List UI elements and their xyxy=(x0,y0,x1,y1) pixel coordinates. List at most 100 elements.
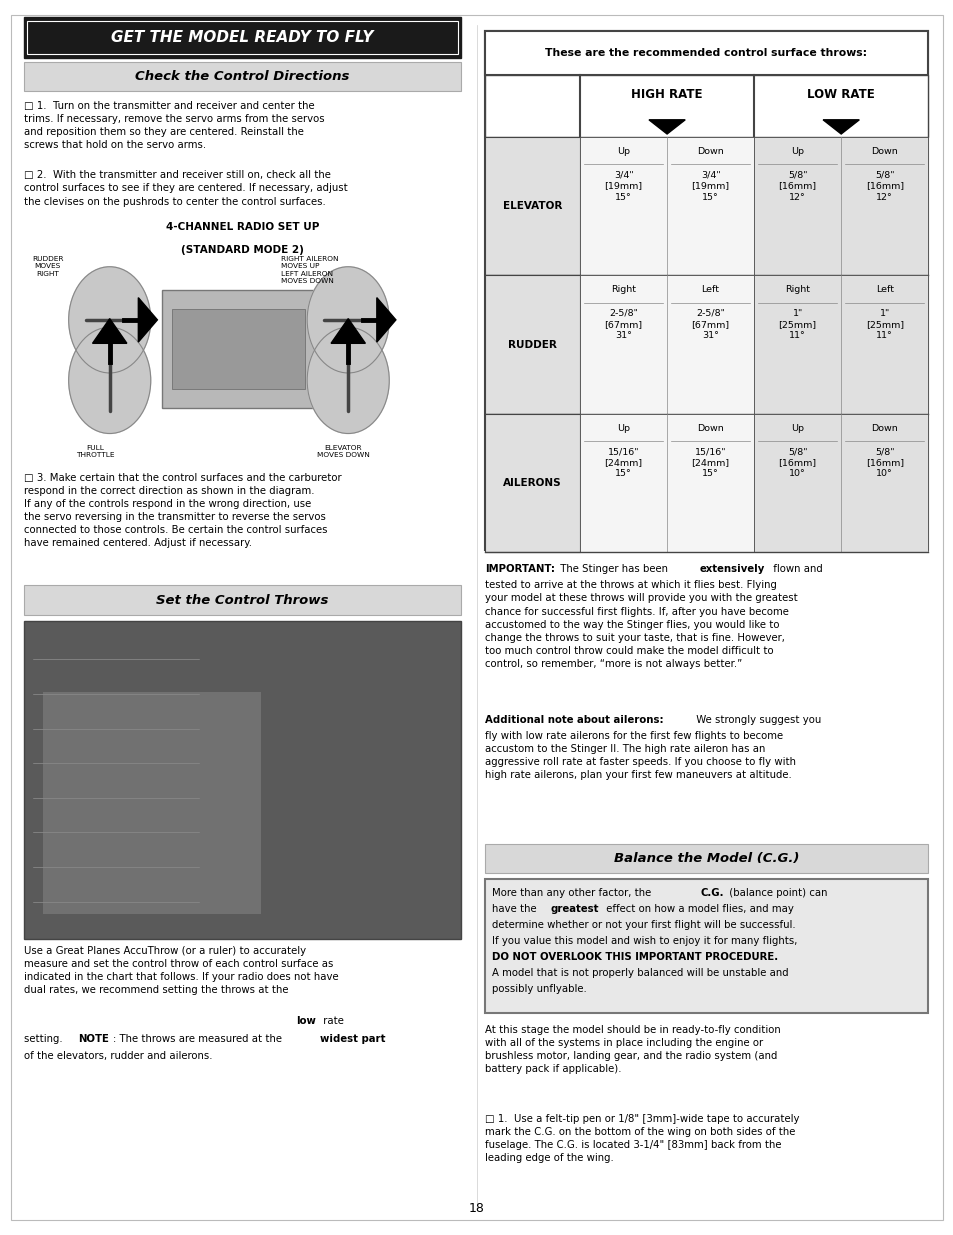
Text: Down: Down xyxy=(870,424,897,432)
Text: C.G.: C.G. xyxy=(700,888,723,898)
Text: □ 2.  With the transmitter and receiver still on, check all the
control surfaces: □ 2. With the transmitter and receiver s… xyxy=(24,170,347,206)
Circle shape xyxy=(307,327,389,433)
Text: AILERONS: AILERONS xyxy=(502,478,561,488)
Text: possibly unflyable.: possibly unflyable. xyxy=(492,984,586,994)
Text: ELEVATOR: ELEVATOR xyxy=(502,201,561,211)
Text: (STANDARD MODE 2): (STANDARD MODE 2) xyxy=(181,245,303,254)
Bar xyxy=(484,31,927,550)
Text: tested to arrive at the throws at which it flies best. Flying
your model at thes: tested to arrive at the throws at which … xyxy=(484,580,797,668)
Text: 18: 18 xyxy=(469,1202,484,1215)
Text: Right: Right xyxy=(784,285,809,294)
Text: 5/8"
[16mm]
12°: 5/8" [16mm] 12° xyxy=(864,170,902,201)
Text: widest part: widest part xyxy=(319,1034,385,1044)
Polygon shape xyxy=(331,319,365,343)
Text: □ 1.  Turn on the transmitter and receiver and center the
trims. If necessary, r: □ 1. Turn on the transmitter and receive… xyxy=(24,101,324,151)
Text: Up: Up xyxy=(617,424,629,432)
Bar xyxy=(484,137,579,275)
Text: Left: Left xyxy=(700,285,719,294)
Bar xyxy=(579,275,753,414)
Text: A model that is not properly balanced will be unstable and: A model that is not properly balanced wi… xyxy=(492,968,788,978)
Text: 5/8"
[16mm]
12°: 5/8" [16mm] 12° xyxy=(778,170,816,201)
Text: Use a Great Planes AccuThrow (or a ruler) to accurately
measure and set the cont: Use a Great Planes AccuThrow (or a ruler… xyxy=(24,946,338,995)
Text: At this stage the model should be in ready-to-fly condition
with all of the syst: At this stage the model should be in rea… xyxy=(484,1025,780,1074)
Text: We strongly suggest you: We strongly suggest you xyxy=(692,715,820,725)
Text: 1"
[25mm]
11°: 1" [25mm] 11° xyxy=(864,309,902,340)
Bar xyxy=(24,17,460,58)
Text: Right: Right xyxy=(611,285,636,294)
Text: More than any other factor, the: More than any other factor, the xyxy=(492,888,654,898)
Text: extensively: extensively xyxy=(699,564,764,574)
Text: RUDDER: RUDDER xyxy=(507,340,557,350)
Bar xyxy=(27,21,457,54)
Text: Balance the Model (C.G.): Balance the Model (C.G.) xyxy=(613,852,799,864)
Bar xyxy=(579,414,753,552)
Text: □ 3. Make certain that the control surfaces and the carburetor
respond in the co: □ 3. Make certain that the control surfa… xyxy=(24,473,341,548)
Circle shape xyxy=(69,267,151,373)
Bar xyxy=(484,31,927,75)
Text: Additional note about ailerons:: Additional note about ailerons: xyxy=(484,715,662,725)
Text: 5/8"
[16mm]
10°: 5/8" [16mm] 10° xyxy=(778,447,816,478)
Text: effect on how a model flies, and may: effect on how a model flies, and may xyxy=(602,904,793,914)
Text: fly with low rate ailerons for the first few flights to become
accustom to the S: fly with low rate ailerons for the first… xyxy=(484,731,795,781)
Polygon shape xyxy=(92,319,127,343)
Polygon shape xyxy=(822,120,859,135)
Text: greatest: greatest xyxy=(550,904,598,914)
Text: Down: Down xyxy=(697,424,723,432)
Polygon shape xyxy=(138,298,157,342)
Text: Check the Control Directions: Check the Control Directions xyxy=(135,70,349,83)
Bar xyxy=(24,62,460,91)
Bar xyxy=(753,137,927,275)
Text: NOTE: NOTE xyxy=(78,1034,109,1044)
Bar xyxy=(753,414,927,552)
Text: 15/16"
[24mm]
15°: 15/16" [24mm] 15° xyxy=(691,447,729,478)
Text: setting.: setting. xyxy=(24,1034,66,1044)
Text: DO NOT OVERLOOK THIS IMPORTANT PROCEDURE.: DO NOT OVERLOOK THIS IMPORTANT PROCEDURE… xyxy=(492,952,778,962)
Bar xyxy=(484,275,579,414)
Text: Up: Up xyxy=(617,147,629,156)
Text: determine whether or not your first flight will be successful.: determine whether or not your first flig… xyxy=(492,920,795,930)
Bar xyxy=(753,275,927,414)
Bar xyxy=(24,621,460,939)
Bar xyxy=(484,879,927,1013)
Bar xyxy=(484,844,927,873)
Text: have the: have the xyxy=(492,904,539,914)
Circle shape xyxy=(307,267,389,373)
Bar xyxy=(24,585,460,615)
Text: RUDDER
MOVES
RIGHT: RUDDER MOVES RIGHT xyxy=(31,256,64,277)
Text: □ 1.  Use a felt-tip pen or 1/8" [3mm]-wide tape to accurately
mark the C.G. on : □ 1. Use a felt-tip pen or 1/8" [3mm]-wi… xyxy=(484,1114,799,1163)
Text: GET THE MODEL READY TO FLY: GET THE MODEL READY TO FLY xyxy=(111,30,374,46)
Text: The Stinger has been: The Stinger has been xyxy=(557,564,671,574)
Bar xyxy=(172,309,305,389)
Text: low: low xyxy=(295,1016,315,1026)
Text: Up: Up xyxy=(790,147,803,156)
Text: 2-5/8"
[67mm]
31°: 2-5/8" [67mm] 31° xyxy=(691,309,729,340)
Text: HIGH RATE: HIGH RATE xyxy=(631,88,702,101)
Text: rate: rate xyxy=(319,1016,343,1026)
Text: IMPORTANT:: IMPORTANT: xyxy=(484,564,554,574)
Text: : The throws are measured at the: : The throws are measured at the xyxy=(112,1034,285,1044)
Text: (balance point) can: (balance point) can xyxy=(725,888,826,898)
Text: RIGHT AILERON
MOVES UP
LEFT AILERON
MOVES DOWN: RIGHT AILERON MOVES UP LEFT AILERON MOVE… xyxy=(281,256,338,284)
Text: These are the recommended control surface throws:: These are the recommended control surfac… xyxy=(545,48,866,58)
Text: 15/16"
[24mm]
15°: 15/16" [24mm] 15° xyxy=(604,447,642,478)
Polygon shape xyxy=(648,120,684,135)
Text: LOW RATE: LOW RATE xyxy=(806,88,874,101)
Text: flown and: flown and xyxy=(769,564,821,574)
Text: 4-CHANNEL RADIO SET UP: 4-CHANNEL RADIO SET UP xyxy=(166,222,318,232)
Text: Left: Left xyxy=(875,285,893,294)
Bar xyxy=(579,137,753,275)
Text: Up: Up xyxy=(790,424,803,432)
Text: 3/4"
[19mm]
15°: 3/4" [19mm] 15° xyxy=(691,170,729,201)
Text: 5/8"
[16mm]
10°: 5/8" [16mm] 10° xyxy=(864,447,902,478)
Bar xyxy=(484,414,579,552)
Circle shape xyxy=(69,327,151,433)
Text: FULL
THROTTLE: FULL THROTTLE xyxy=(76,445,114,458)
Text: ELEVATOR
MOVES DOWN: ELEVATOR MOVES DOWN xyxy=(316,445,370,458)
Text: 2-5/8"
[67mm]
31°: 2-5/8" [67mm] 31° xyxy=(604,309,642,340)
Text: Down: Down xyxy=(697,147,723,156)
Text: 1"
[25mm]
11°: 1" [25mm] 11° xyxy=(778,309,816,340)
Bar xyxy=(162,290,314,408)
Text: of the elevators, rudder and ailerons.: of the elevators, rudder and ailerons. xyxy=(24,1051,213,1061)
Text: 3/4"
[19mm]
15°: 3/4" [19mm] 15° xyxy=(604,170,642,201)
Bar xyxy=(484,75,927,137)
